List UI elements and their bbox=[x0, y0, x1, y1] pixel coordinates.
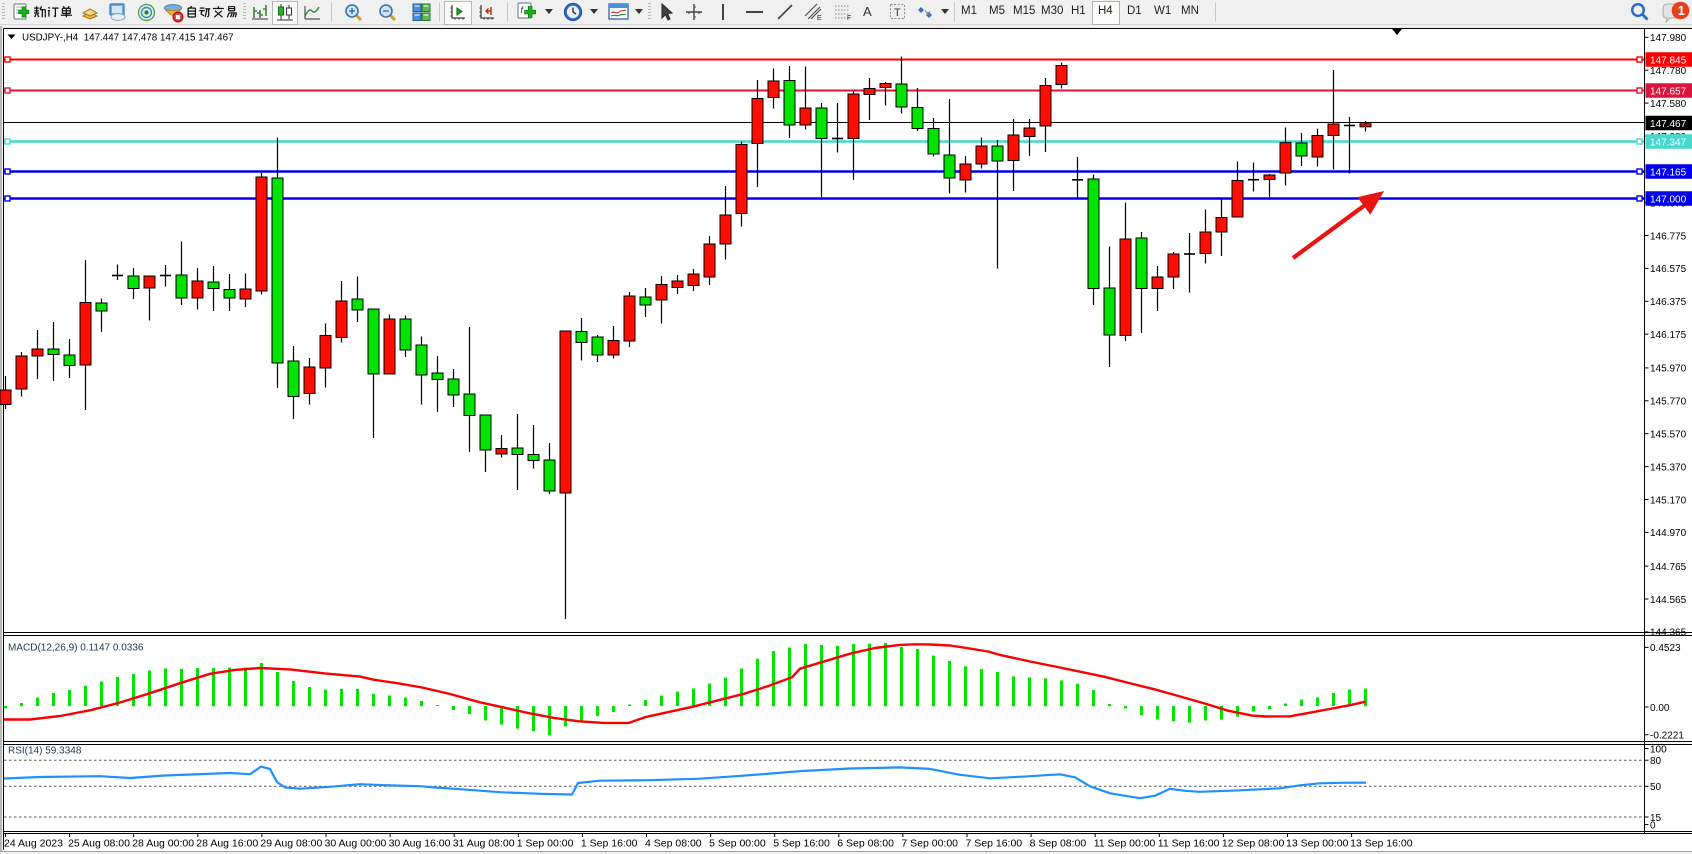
svg-text:4 Sep 08:00: 4 Sep 08:00 bbox=[645, 838, 702, 850]
svg-text:28 Aug 00:00: 28 Aug 00:00 bbox=[132, 838, 194, 850]
svg-text:146.775: 146.775 bbox=[1650, 231, 1687, 242]
svg-text:T: T bbox=[894, 7, 901, 19]
svg-text:5 Sep 16:00: 5 Sep 16:00 bbox=[773, 838, 830, 850]
svg-text:145.170: 145.170 bbox=[1650, 495, 1687, 506]
svg-text:147.845: 147.845 bbox=[1650, 55, 1687, 66]
svg-text:147.980: 147.980 bbox=[1650, 33, 1687, 44]
svg-text:30 Aug 16:00: 30 Aug 16:00 bbox=[389, 838, 451, 850]
svg-text:144.565: 144.565 bbox=[1650, 595, 1687, 606]
svg-text:-0.2221: -0.2221 bbox=[1650, 731, 1684, 742]
svg-text:5 Sep 00:00: 5 Sep 00:00 bbox=[709, 838, 766, 850]
svg-text:0.4523: 0.4523 bbox=[1650, 643, 1681, 654]
svg-text:E: E bbox=[817, 15, 822, 21]
svg-text:13 Sep 00:00: 13 Sep 00:00 bbox=[1286, 838, 1349, 850]
svg-text:15: 15 bbox=[1650, 813, 1662, 824]
svg-text:7 Sep 16:00: 7 Sep 16:00 bbox=[966, 838, 1023, 850]
svg-text:145.770: 145.770 bbox=[1650, 397, 1687, 408]
svg-text:f: f bbox=[521, 5, 525, 15]
svg-text:146.575: 146.575 bbox=[1650, 264, 1687, 275]
svg-text:8 Sep 08:00: 8 Sep 08:00 bbox=[1030, 838, 1087, 850]
svg-text:29 Aug 08:00: 29 Aug 08:00 bbox=[260, 838, 322, 850]
svg-text:147.467: 147.467 bbox=[1650, 119, 1687, 130]
svg-text:147.657: 147.657 bbox=[1650, 86, 1687, 97]
svg-text:144.365: 144.365 bbox=[1650, 628, 1687, 639]
svg-text:25 Aug 08:00: 25 Aug 08:00 bbox=[68, 838, 130, 850]
svg-text:USDJPY-,H4 147.447 147.478 14: USDJPY-,H4 147.447 147.478 147.415 147.4… bbox=[22, 33, 234, 44]
svg-text:145.970: 145.970 bbox=[1650, 364, 1687, 375]
svg-text:F: F bbox=[847, 15, 851, 21]
svg-text:11 Sep 16:00: 11 Sep 16:00 bbox=[1158, 838, 1220, 850]
svg-text:0: 0 bbox=[1650, 820, 1656, 831]
svg-text:30 Aug 00:00: 30 Aug 00:00 bbox=[325, 838, 387, 850]
svg-text:13 Sep 16:00: 13 Sep 16:00 bbox=[1350, 838, 1413, 850]
svg-text:24 Aug 2023: 24 Aug 2023 bbox=[4, 838, 63, 850]
svg-text:80: 80 bbox=[1650, 756, 1662, 767]
svg-text:146.375: 146.375 bbox=[1650, 297, 1687, 308]
svg-text:147.000: 147.000 bbox=[1650, 194, 1687, 205]
svg-text:145.370: 145.370 bbox=[1650, 462, 1687, 473]
svg-text:31 Aug 08:00: 31 Aug 08:00 bbox=[453, 838, 515, 850]
svg-text:1: 1 bbox=[1678, 3, 1685, 18]
svg-text:1 Sep 16:00: 1 Sep 16:00 bbox=[581, 838, 638, 850]
svg-text:146.175: 146.175 bbox=[1650, 330, 1687, 341]
svg-text:12 Sep 08:00: 12 Sep 08:00 bbox=[1222, 838, 1285, 850]
svg-text:147.780: 147.780 bbox=[1650, 66, 1687, 77]
svg-text:11 Sep 00:00: 11 Sep 00:00 bbox=[1094, 838, 1156, 850]
svg-text:MACD(12,26,9) 0.1147 0.0336: MACD(12,26,9) 0.1147 0.0336 bbox=[8, 643, 144, 654]
svg-text:28 Aug 16:00: 28 Aug 16:00 bbox=[196, 838, 258, 850]
svg-text:145.570: 145.570 bbox=[1650, 430, 1687, 441]
svg-text:144.970: 144.970 bbox=[1650, 528, 1687, 539]
svg-text:6 Sep 08:00: 6 Sep 08:00 bbox=[837, 838, 894, 850]
svg-text:7 Sep 00:00: 7 Sep 00:00 bbox=[901, 838, 958, 850]
svg-text:1 Sep 00:00: 1 Sep 00:00 bbox=[517, 838, 574, 850]
svg-text:147.580: 147.580 bbox=[1650, 99, 1687, 110]
svg-text:144.765: 144.765 bbox=[1650, 562, 1687, 573]
svg-text:0.00: 0.00 bbox=[1650, 703, 1670, 714]
svg-text:147.165: 147.165 bbox=[1650, 167, 1687, 178]
svg-text:100: 100 bbox=[1650, 744, 1667, 755]
svg-text:147.347: 147.347 bbox=[1650, 137, 1687, 148]
svg-text:RSI(14) 59.3348: RSI(14) 59.3348 bbox=[8, 746, 82, 757]
svg-text:50: 50 bbox=[1650, 782, 1662, 793]
